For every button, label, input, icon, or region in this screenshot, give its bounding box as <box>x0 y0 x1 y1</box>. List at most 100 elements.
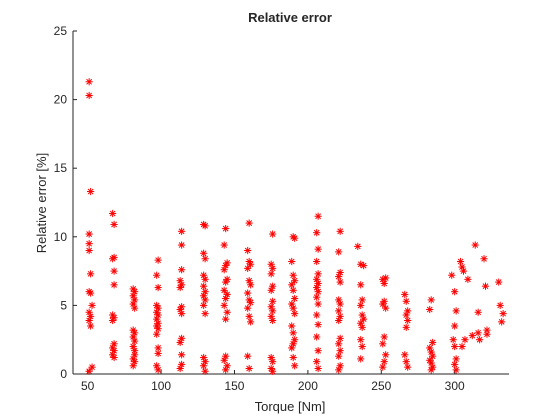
data-point <box>289 329 297 337</box>
data-point <box>456 257 465 266</box>
data-point <box>176 364 184 373</box>
data-point <box>314 321 322 329</box>
x-tick-label: 100 <box>151 379 171 393</box>
data-point <box>201 255 209 263</box>
x-tick-label: 300 <box>445 379 465 393</box>
data-point <box>427 366 435 374</box>
data-point <box>201 296 209 304</box>
data-point <box>291 310 299 318</box>
data-point <box>289 286 297 294</box>
data-point <box>336 347 344 355</box>
data-point <box>313 257 321 266</box>
data-point <box>335 272 343 281</box>
data-point <box>476 336 484 344</box>
data-point <box>379 363 387 371</box>
x-tick-label: 50 <box>81 379 95 393</box>
data-point <box>176 338 184 347</box>
data-point <box>178 310 186 318</box>
data-point <box>429 352 437 360</box>
data-point <box>382 351 390 359</box>
data-point <box>222 315 230 323</box>
data-point <box>178 351 186 359</box>
data-point <box>244 289 252 297</box>
x-axis-label: Torque [Nm] <box>255 399 326 414</box>
data-point <box>452 307 460 315</box>
data-point <box>200 301 208 309</box>
y-tick-label: 25 <box>54 24 68 38</box>
y-tick-label: 10 <box>54 230 68 244</box>
chart-title: Relative error <box>248 10 332 25</box>
data-point <box>85 78 93 86</box>
data-point <box>269 316 277 325</box>
x-tick-label: 200 <box>298 379 318 393</box>
data-point <box>335 307 343 315</box>
data-point <box>451 342 459 351</box>
data-point <box>245 219 253 227</box>
data-point <box>451 288 459 296</box>
data-point <box>313 333 321 341</box>
data-point <box>480 255 488 263</box>
data-point <box>88 301 96 309</box>
data-point <box>401 351 409 359</box>
data-point <box>357 355 365 363</box>
data-point <box>178 266 186 274</box>
data-point <box>154 325 162 333</box>
data-point <box>129 362 137 370</box>
data-point <box>85 240 93 248</box>
data-point <box>269 307 277 315</box>
data-point <box>223 362 231 370</box>
data-point <box>154 349 162 358</box>
data-point <box>201 222 209 230</box>
data-point <box>379 340 387 348</box>
data-point <box>474 329 482 337</box>
data-point <box>461 336 469 344</box>
data-point <box>245 312 253 320</box>
data-point <box>87 187 95 196</box>
data-point <box>220 286 228 294</box>
data-point <box>360 262 368 270</box>
data-point <box>220 241 228 249</box>
data-point <box>314 212 322 220</box>
data-point <box>269 358 277 366</box>
data-point <box>87 289 95 297</box>
data-point <box>153 271 161 279</box>
data-point <box>314 270 322 278</box>
data-point <box>223 308 231 316</box>
data-point <box>200 362 208 370</box>
data-point <box>222 366 230 374</box>
data-point <box>335 248 343 256</box>
data-point <box>357 301 365 309</box>
data-point <box>379 300 387 308</box>
data-point <box>360 315 368 323</box>
data-point <box>269 297 277 305</box>
data-point <box>201 367 209 375</box>
axes <box>72 31 509 375</box>
data-point <box>335 352 343 360</box>
y-tick-label: 0 <box>60 367 67 381</box>
x-tick-label: 150 <box>224 379 244 393</box>
data-point <box>499 310 507 318</box>
data-point <box>382 274 390 282</box>
data-point <box>468 331 476 340</box>
data-point <box>245 364 253 373</box>
data-point <box>426 305 434 314</box>
data-point <box>354 242 362 251</box>
data-point <box>451 322 459 330</box>
data-point <box>335 340 343 348</box>
data-point <box>427 296 435 304</box>
data-point <box>85 367 93 375</box>
data-point <box>244 352 252 360</box>
data-point <box>85 230 93 238</box>
data-point <box>222 294 230 303</box>
data-point <box>291 362 299 370</box>
data-point <box>200 282 208 290</box>
data-point <box>154 366 162 374</box>
data-point <box>335 316 343 325</box>
data-point <box>247 281 255 289</box>
tick-group: 50 100 150 200 250 300 0 5 10 15 20 25 <box>54 24 465 393</box>
data-point <box>380 333 388 341</box>
data-point <box>110 281 118 289</box>
data-point <box>85 91 93 100</box>
data-point <box>313 229 321 237</box>
